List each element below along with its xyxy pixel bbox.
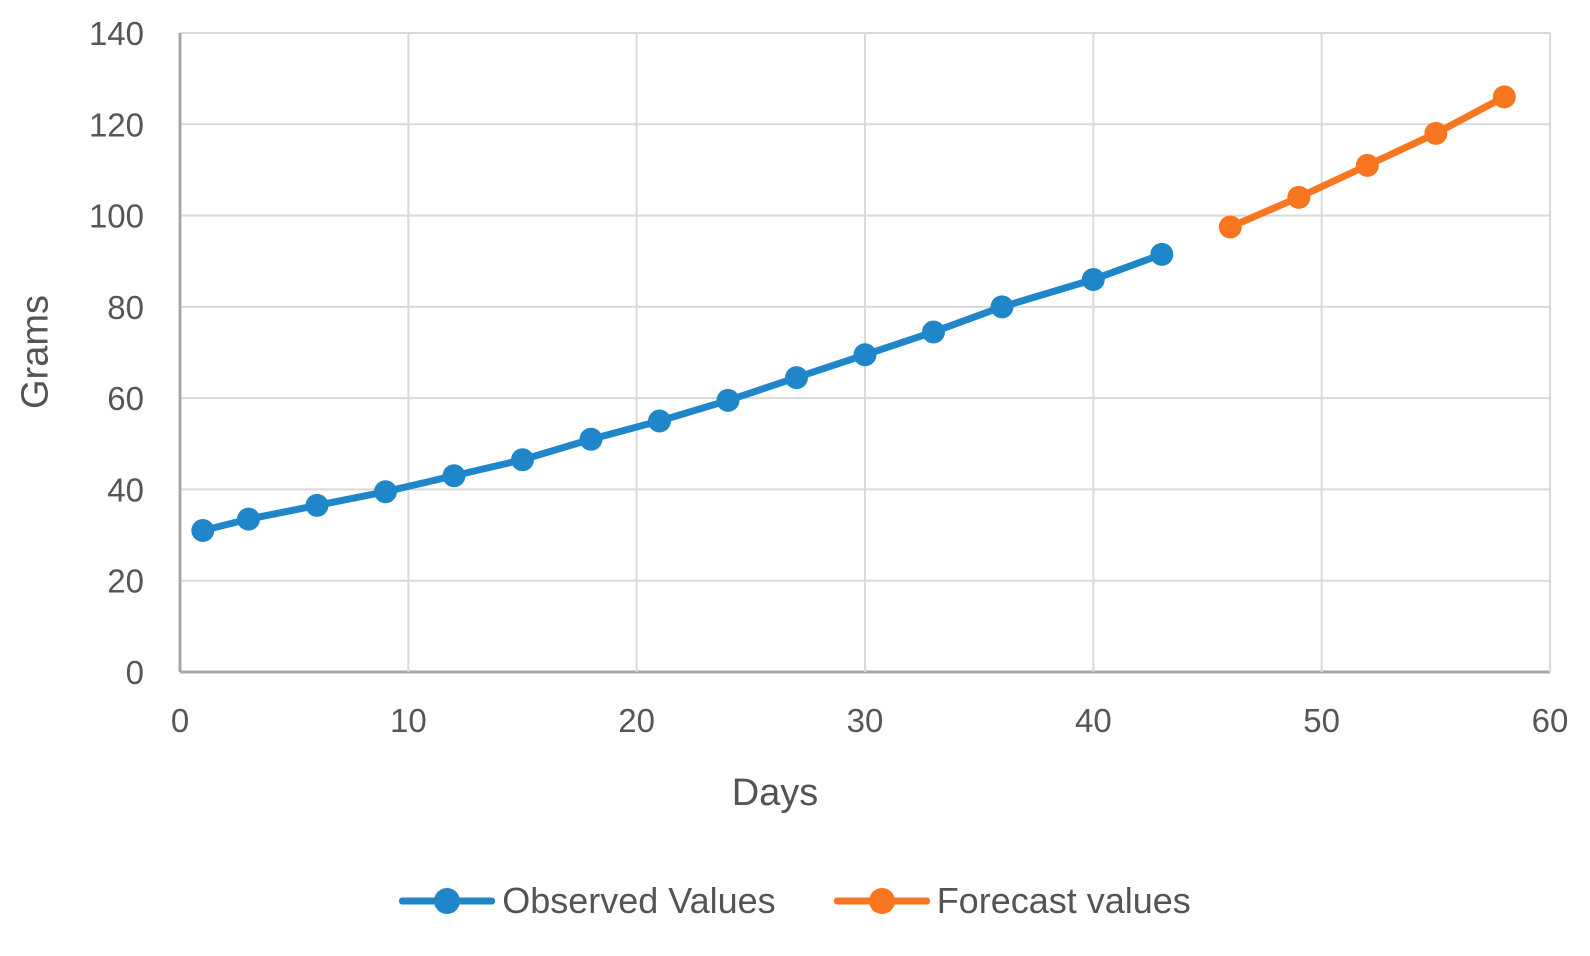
y-tick-label: 80 <box>107 289 144 326</box>
data-point-observed <box>579 427 603 451</box>
data-point-observed <box>990 295 1014 319</box>
x-axis-title: Days <box>731 772 819 814</box>
data-point-observed <box>648 409 671 433</box>
legend-item-forecast: Forecast values <box>833 880 1191 922</box>
data-point-forecast <box>1424 121 1448 145</box>
x-tick-label: 40 <box>1075 702 1112 739</box>
y-tick-label: 40 <box>107 471 144 508</box>
legend-label-observed: Observed Values <box>502 880 776 921</box>
x-tick-label: 30 <box>847 702 884 739</box>
y-tick-label: 120 <box>89 106 144 143</box>
data-point-forecast <box>1287 185 1311 209</box>
x-tick-label: 10 <box>390 702 427 739</box>
observed-series-swatch <box>399 888 496 914</box>
data-point-observed <box>511 448 534 472</box>
data-point-observed <box>1150 242 1174 266</box>
x-tick-label: 60 <box>1532 702 1569 739</box>
data-point-observed <box>922 320 945 344</box>
data-point-forecast <box>1355 153 1379 177</box>
y-tick-label: 60 <box>107 380 144 417</box>
data-point-forecast <box>1218 215 1242 239</box>
legend: Observed Values Forecast values <box>0 880 1590 922</box>
data-point-forecast <box>1492 85 1516 109</box>
data-point-observed <box>1081 267 1105 291</box>
y-tick-label: 0 <box>126 654 144 691</box>
legend-label-forecast: Forecast values <box>936 880 1191 921</box>
legend-item-observed: Observed Values <box>399 880 776 922</box>
x-tick-label: 20 <box>618 702 655 739</box>
data-point-observed <box>853 343 877 367</box>
observed-marker-icon <box>434 888 461 914</box>
forecast-marker-icon <box>868 888 895 914</box>
data-point-observed <box>442 464 466 488</box>
data-point-observed <box>191 519 215 543</box>
data-point-observed <box>785 366 808 390</box>
x-tick-label: 50 <box>1303 702 1340 739</box>
data-point-observed <box>716 388 740 412</box>
x-tick-label: 0 <box>171 702 189 739</box>
y-tick-label: 100 <box>89 198 144 235</box>
y-tick-label: 140 <box>89 15 144 52</box>
forecast-series-swatch <box>833 888 930 914</box>
data-point-observed <box>374 480 397 504</box>
y-tick-label: 20 <box>107 563 144 600</box>
y-axis-title: Grams <box>14 295 57 409</box>
data-point-observed <box>305 493 329 517</box>
data-point-observed <box>237 507 260 531</box>
